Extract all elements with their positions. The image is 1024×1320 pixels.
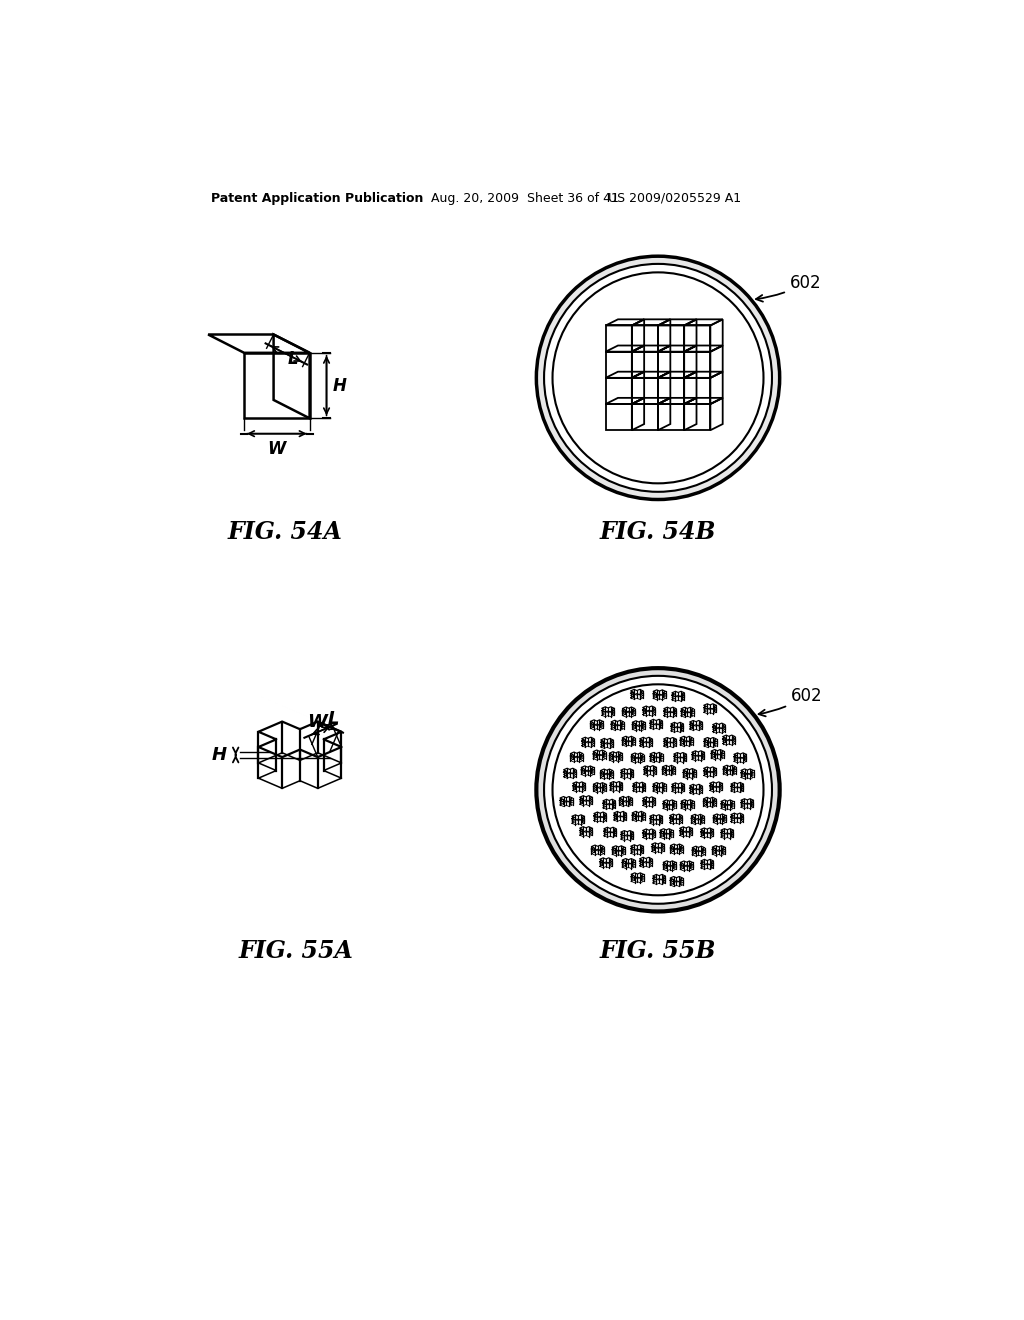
Text: H: H — [333, 376, 346, 395]
Circle shape — [537, 668, 779, 911]
Circle shape — [544, 676, 772, 904]
Text: FIG. 54B: FIG. 54B — [600, 520, 716, 544]
Text: W: W — [307, 713, 327, 731]
Text: H: H — [211, 746, 226, 764]
Circle shape — [553, 272, 764, 483]
Text: L: L — [288, 350, 298, 368]
Text: Aug. 20, 2009  Sheet 36 of 41: Aug. 20, 2009 Sheet 36 of 41 — [431, 191, 618, 205]
Text: FIG. 55B: FIG. 55B — [600, 940, 716, 964]
Circle shape — [537, 256, 779, 499]
Circle shape — [544, 264, 772, 492]
Text: US 2009/0205529 A1: US 2009/0205529 A1 — [608, 191, 741, 205]
Text: L: L — [328, 710, 339, 727]
Text: 602: 602 — [759, 686, 822, 717]
Circle shape — [553, 684, 764, 895]
Text: 602: 602 — [756, 275, 821, 302]
Text: W: W — [267, 440, 286, 458]
Text: FIG. 55A: FIG. 55A — [239, 940, 353, 964]
Text: Patent Application Publication: Patent Application Publication — [211, 191, 424, 205]
Text: FIG. 54A: FIG. 54A — [227, 520, 342, 544]
